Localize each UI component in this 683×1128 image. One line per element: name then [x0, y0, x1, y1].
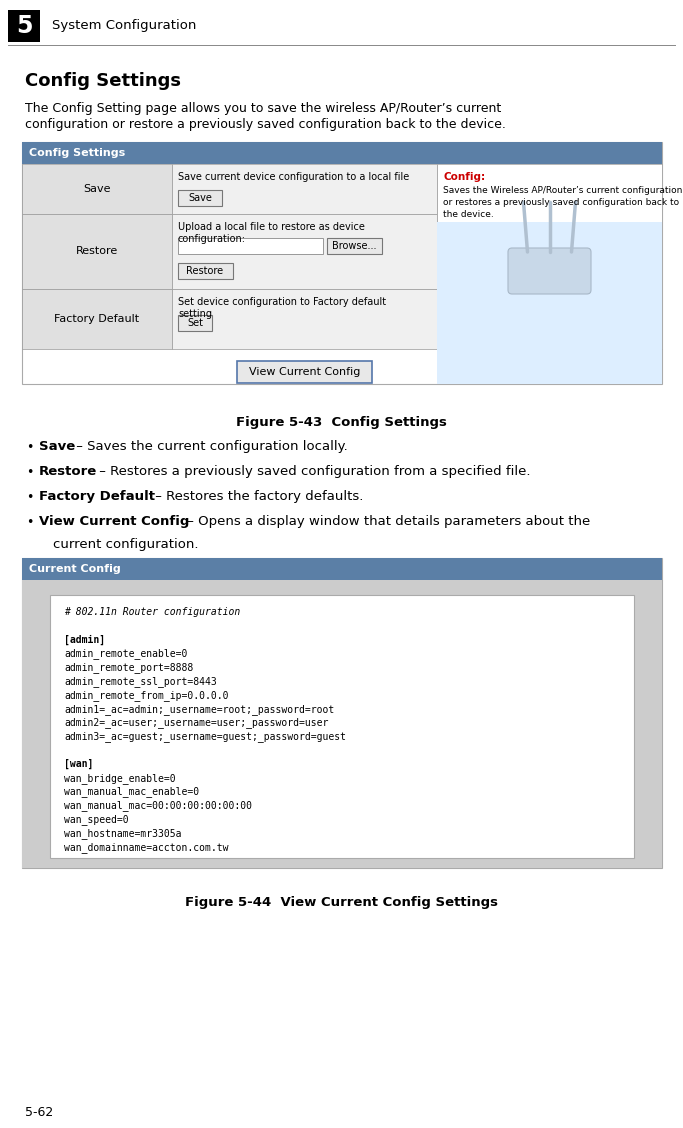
Text: admin1=_ac=admin;_username=root;_password=root: admin1=_ac=admin;_username=root;_passwor… — [64, 704, 334, 714]
Text: – Opens a display window that details parameters about the: – Opens a display window that details pa… — [183, 515, 590, 528]
Text: Set device configuration to Factory default: Set device configuration to Factory defa… — [178, 297, 386, 307]
Bar — [22, 580, 662, 869]
Text: 5: 5 — [16, 14, 32, 38]
Text: [admin]: [admin] — [64, 635, 105, 645]
Text: System Configuration: System Configuration — [52, 19, 197, 33]
Text: Config:: Config: — [443, 171, 485, 182]
Bar — [172, 164, 437, 214]
Text: 5-62: 5-62 — [25, 1105, 53, 1119]
Text: Config Settings: Config Settings — [29, 148, 125, 158]
Bar — [22, 214, 172, 289]
Text: Figure 5-43  Config Settings: Figure 5-43 Config Settings — [236, 416, 447, 429]
Bar — [50, 594, 634, 858]
Bar — [172, 214, 437, 289]
Text: Save: Save — [83, 184, 111, 194]
FancyBboxPatch shape — [508, 248, 591, 294]
Bar — [237, 361, 372, 384]
Text: Current Config: Current Config — [29, 564, 121, 574]
Text: configuration or restore a previously saved configuration back to the device.: configuration or restore a previously sa… — [25, 118, 506, 131]
Text: Set: Set — [187, 318, 203, 328]
Text: # 802.11n Router configuration: # 802.11n Router configuration — [64, 607, 240, 617]
Text: Saves the Wireless AP/Router’s current configuration: Saves the Wireless AP/Router’s current c… — [443, 186, 682, 195]
Bar — [327, 238, 382, 254]
Text: wan_bridge_enable=0: wan_bridge_enable=0 — [64, 773, 176, 784]
Bar — [22, 142, 662, 384]
Bar — [437, 222, 662, 384]
Text: – Restores a previously saved configuration from a specified file.: – Restores a previously saved configurat… — [95, 465, 531, 478]
Text: current configuration.: current configuration. — [53, 538, 199, 550]
Text: wan_manual_mac_enable=0: wan_manual_mac_enable=0 — [64, 786, 199, 797]
Text: admin_remote_enable=0: admin_remote_enable=0 — [64, 649, 187, 659]
Bar — [22, 558, 662, 869]
Text: [wan]: [wan] — [64, 759, 94, 769]
Bar — [22, 289, 172, 349]
Text: – Saves the current configuration locally.: – Saves the current configuration locall… — [72, 440, 348, 453]
Text: Restore: Restore — [39, 465, 97, 478]
Text: configuration:: configuration: — [178, 233, 246, 244]
Bar — [178, 263, 233, 279]
Text: admin2=_ac=user;_username=user;_password=user: admin2=_ac=user;_username=user;_password… — [64, 717, 329, 729]
Bar — [22, 142, 662, 164]
Text: View Current Config: View Current Config — [249, 367, 360, 377]
Text: Factory Default: Factory Default — [55, 314, 139, 324]
Text: Restore: Restore — [186, 266, 223, 276]
Text: •: • — [27, 466, 33, 479]
Text: Figure 5-44  View Current Config Settings: Figure 5-44 View Current Config Settings — [185, 896, 498, 909]
Text: Upload a local file to restore as device: Upload a local file to restore as device — [178, 222, 365, 232]
Text: Config Settings: Config Settings — [25, 72, 181, 90]
Text: Save current device configuration to a local file: Save current device configuration to a l… — [178, 171, 409, 182]
Text: Factory Default: Factory Default — [39, 490, 155, 503]
Text: Restore: Restore — [76, 247, 118, 256]
Text: admin_remote_ssl_port=8443: admin_remote_ssl_port=8443 — [64, 676, 217, 687]
Text: the device.: the device. — [443, 210, 494, 219]
Text: admin_remote_from_ip=0.0.0.0: admin_remote_from_ip=0.0.0.0 — [64, 690, 229, 700]
Text: •: • — [27, 441, 33, 453]
Text: admin_remote_port=8888: admin_remote_port=8888 — [64, 662, 193, 673]
Bar — [22, 164, 172, 214]
Text: wan_hostname=mr3305a: wan_hostname=mr3305a — [64, 828, 182, 839]
Text: wan_speed=0: wan_speed=0 — [64, 814, 128, 825]
Bar — [178, 190, 222, 206]
Text: or restores a previously saved configuration back to: or restores a previously saved configura… — [443, 199, 679, 208]
Text: •: • — [27, 491, 33, 504]
Bar — [8, 10, 40, 42]
Bar — [172, 289, 437, 349]
Bar — [22, 558, 662, 580]
Text: setting: setting — [178, 309, 212, 319]
Text: admin3=_ac=guest;_username=guest;_password=guest: admin3=_ac=guest;_username=guest;_passwo… — [64, 731, 346, 742]
Text: •: • — [27, 515, 33, 529]
Text: View Current Config: View Current Config — [39, 515, 189, 528]
Text: Save: Save — [188, 193, 212, 203]
Text: Browse...: Browse... — [332, 241, 376, 252]
Bar — [178, 238, 323, 254]
Text: wan_manual_mac=00:00:00:00:00:00: wan_manual_mac=00:00:00:00:00:00 — [64, 800, 252, 811]
Text: wan_domainname=accton.com.tw: wan_domainname=accton.com.tw — [64, 841, 229, 853]
Bar — [178, 315, 212, 331]
Text: The Config Setting page allows you to save the wireless AP/Router’s current: The Config Setting page allows you to sa… — [25, 102, 501, 115]
Text: – Restores the factory defaults.: – Restores the factory defaults. — [151, 490, 363, 503]
Bar — [437, 164, 662, 349]
Text: Save: Save — [39, 440, 75, 453]
